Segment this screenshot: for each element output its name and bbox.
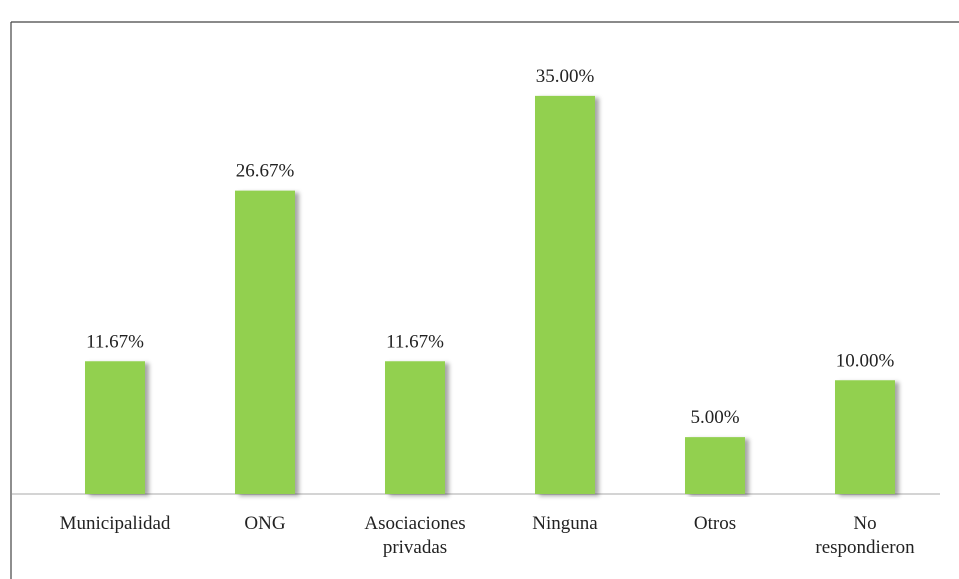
value-label: 35.00% [536, 66, 595, 87]
value-label: 11.67% [86, 331, 144, 352]
value-label: 5.00% [690, 407, 739, 428]
x-tick-label: Asociaciones privadas [364, 513, 466, 558]
bar [685, 437, 745, 494]
value-label: 10.00% [836, 350, 895, 371]
value-label: 11.67% [386, 331, 444, 352]
x-tick-label: No respondieron [815, 513, 915, 558]
x-tick-label: Ninguna [532, 513, 598, 534]
bar [535, 95, 595, 494]
x-tick-label: Otros [693, 513, 737, 534]
x-tick-label: Municipalidad [59, 513, 171, 534]
bar [385, 361, 445, 494]
x-tick-label: ONG [244, 513, 286, 534]
bar [85, 361, 145, 494]
bar [835, 380, 895, 494]
bar [235, 190, 295, 494]
value-label: 26.67% [236, 161, 295, 182]
